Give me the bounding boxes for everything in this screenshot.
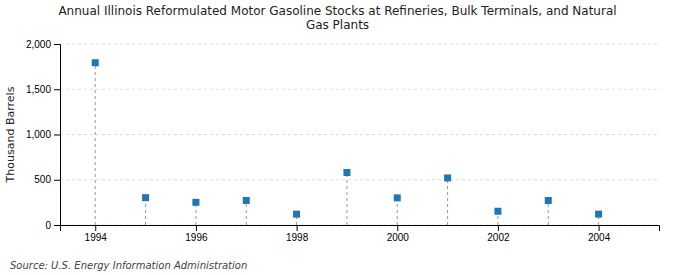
stem xyxy=(548,200,549,225)
y-tick: 0 xyxy=(45,220,60,231)
y-tick: 1,500 xyxy=(26,84,60,95)
x-tick: 1998 xyxy=(286,225,309,243)
point xyxy=(545,197,552,204)
y-axis-line xyxy=(54,45,61,226)
grid-line xyxy=(60,134,659,135)
x-tick-label: 2002 xyxy=(487,232,510,243)
stem xyxy=(447,178,448,225)
x-tick-mark xyxy=(397,225,398,231)
point xyxy=(394,194,401,201)
stem xyxy=(346,173,347,225)
x-axis-line xyxy=(61,226,660,232)
title-line: Gas Plants xyxy=(306,18,369,32)
chart: 1994 1996 1998 2000 2002 2004 0 500 1,000 1,500 2,… xyxy=(0,0,675,275)
x-tick-label: 2004 xyxy=(588,232,611,243)
y-tick: 1,000 xyxy=(26,129,60,140)
x-tick-mark xyxy=(95,225,96,231)
x-axis: 1994 1996 1998 2000 2002 2004 xyxy=(61,225,660,243)
point xyxy=(293,211,300,218)
y-tick-label: 0 xyxy=(45,220,51,231)
x-tick-mark xyxy=(498,225,499,231)
x-tick: 1994 xyxy=(85,225,108,243)
data-marks xyxy=(92,59,602,225)
stem xyxy=(95,63,96,225)
x-tick-label: 1996 xyxy=(185,232,208,243)
stem xyxy=(246,200,247,225)
point xyxy=(243,197,250,204)
y-axis: 0 500 1,000 1,500 2,000 xyxy=(26,39,61,231)
y-tick-label: 500 xyxy=(34,174,51,185)
point xyxy=(343,169,350,176)
y-tick-mark xyxy=(54,225,60,226)
x-tick: 2004 xyxy=(588,225,611,243)
title: Annual Illinois Reformulated Motor Gasol… xyxy=(58,4,616,32)
x-tick-label: 2000 xyxy=(387,232,410,243)
y-tick-mark xyxy=(54,44,60,45)
title-line: Annual Illinois Reformulated Motor Gasol… xyxy=(58,4,616,18)
x-tick: 2002 xyxy=(487,225,510,243)
y-tick-mark xyxy=(54,180,60,181)
point xyxy=(595,211,602,218)
annotation: Source: U.S. Energy Information Administ… xyxy=(10,260,247,271)
point xyxy=(494,208,501,215)
y-tick-label: 1,500 xyxy=(26,84,51,95)
grid-line xyxy=(60,44,659,45)
point xyxy=(142,194,149,201)
stem xyxy=(397,198,398,225)
point xyxy=(192,199,199,206)
y-tick: 500 xyxy=(34,174,60,185)
x-tick-mark xyxy=(599,225,600,231)
y-tick-label: 1,000 xyxy=(26,129,51,140)
y-tick-mark xyxy=(54,135,60,136)
x-tick-mark xyxy=(196,225,197,231)
x-tick-label: 1998 xyxy=(286,232,309,243)
x-tick-mark xyxy=(297,225,298,231)
x-tick: 1996 xyxy=(185,225,208,243)
stem xyxy=(145,198,146,225)
x-tick: 2000 xyxy=(387,225,410,243)
y-tick: 2,000 xyxy=(26,39,60,50)
grid xyxy=(60,44,659,225)
grid-line xyxy=(60,179,659,180)
plot-area: 1994 1996 1998 2000 2002 2004 0 500 1,000 1,500 2,… xyxy=(26,39,660,243)
point xyxy=(92,59,99,66)
x-tick-label: 1994 xyxy=(85,232,108,243)
y-tick-label: 2,000 xyxy=(26,39,51,50)
y-axis-title: Thousand Barrels xyxy=(4,86,17,183)
grid-line xyxy=(60,89,659,90)
y-tick-mark xyxy=(54,89,60,90)
point xyxy=(444,174,451,181)
